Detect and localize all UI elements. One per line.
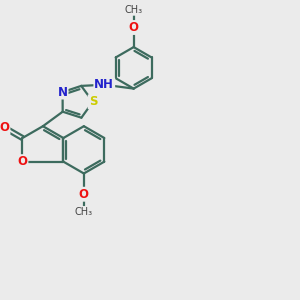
Text: CH₃: CH₃	[124, 5, 143, 15]
Text: O: O	[129, 21, 139, 34]
Text: O: O	[79, 188, 89, 201]
Text: O: O	[0, 121, 10, 134]
Text: S: S	[88, 95, 97, 108]
Text: O: O	[17, 155, 27, 168]
Text: NH: NH	[94, 78, 114, 91]
Text: N: N	[58, 85, 68, 99]
Text: CH₃: CH₃	[75, 206, 93, 217]
